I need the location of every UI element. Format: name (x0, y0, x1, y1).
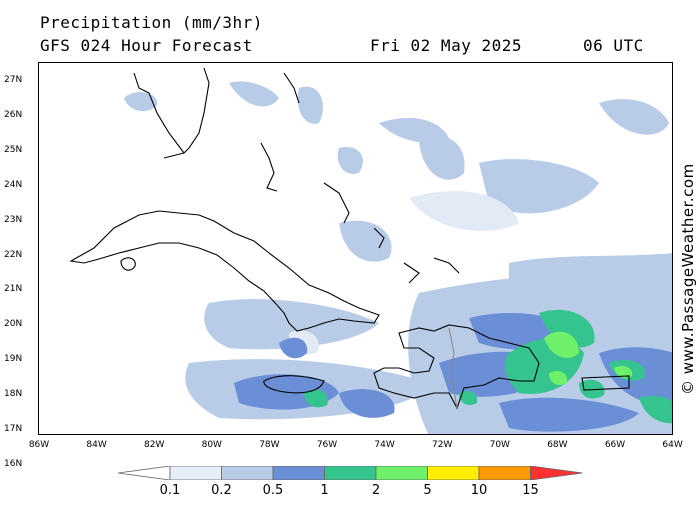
coast-isla-juventud (120, 257, 136, 271)
map-title: Precipitation (mm/3hr) (40, 13, 263, 32)
legend-tick-label: 0.1 (159, 483, 181, 498)
longitude-label: 68W (547, 440, 568, 450)
legend-swatch (118, 466, 171, 480)
precip-color-legend (118, 466, 583, 480)
coast-bahamas-d (373, 227, 385, 249)
legend-tick-label: 15 (522, 483, 539, 498)
longitude-label: 78W (259, 440, 280, 450)
latitude-label: 20N (4, 319, 23, 330)
longitude-label: 70W (489, 440, 510, 450)
coast-cuba (69, 210, 380, 332)
coast-florida-keys (163, 152, 185, 159)
longitude-label: 72W (432, 440, 453, 450)
forecast-time: 06 UTC (583, 36, 644, 55)
longitude-label: 66W (604, 440, 626, 450)
legend-swatch (375, 466, 428, 480)
legend-tick-label: 0.2 (211, 483, 232, 498)
legend-swatch (221, 466, 274, 480)
coast-puerto-rico (581, 375, 630, 391)
latitude-label: 17N (4, 424, 23, 434)
latitude-label: 19N (4, 354, 23, 365)
longitude-label: 84W (86, 440, 107, 450)
coast-bahamas-f (433, 257, 460, 274)
legend-tick-label: 10 (470, 483, 488, 498)
legend-swatch (530, 466, 583, 480)
longitude-label: 64W (662, 440, 683, 450)
legend-tick-label: 1 (320, 483, 329, 498)
legend-swatch (427, 466, 480, 480)
latitude-label: 25N (4, 144, 23, 155)
latitude-label: 26N (4, 109, 23, 120)
legend-swatch (272, 466, 325, 480)
longitude-label: 80W (201, 440, 222, 450)
latitude-label: 16N (4, 458, 23, 469)
coastlines (69, 67, 630, 410)
latitude-label: 27N (4, 75, 23, 85)
longitude-label: 76W (316, 440, 338, 450)
map-canvas (69, 67, 672, 434)
longitude-label: 74W (374, 440, 395, 450)
forecast-model-label: GFS 024 Hour Forecast (40, 36, 253, 55)
latitude-label: 23N (4, 214, 23, 225)
longitude-label: 82W (144, 440, 165, 450)
longitude-label: 86W (28, 440, 50, 450)
latitude-label: 18N (4, 389, 23, 400)
coast-jamaica (263, 375, 325, 394)
legend-swatch (169, 466, 222, 480)
legend-tick-label: 0.5 (262, 483, 284, 498)
legend-tick-label: 5 (423, 483, 432, 498)
latitude-label: 22N (4, 249, 23, 260)
coast-bahamas-b (283, 72, 300, 104)
latitude-label: 24N (4, 179, 23, 190)
coast-bahamas-c (323, 182, 350, 224)
forecast-date: Fri 02 May 2025 (370, 36, 522, 55)
precip-intense-areas (544, 331, 633, 385)
coast-haiti-border (448, 327, 458, 409)
legend-tick-label: 2 (371, 483, 381, 498)
latitude-label: 21N (4, 284, 23, 295)
legend-swatch (478, 466, 531, 480)
credit-watermark: © www.PassageWeather.com (679, 163, 697, 395)
precipitation-map (38, 62, 673, 435)
coast-bahamas-a (260, 142, 278, 192)
coast-bahamas-e (403, 262, 420, 284)
legend-swatch (324, 466, 377, 480)
